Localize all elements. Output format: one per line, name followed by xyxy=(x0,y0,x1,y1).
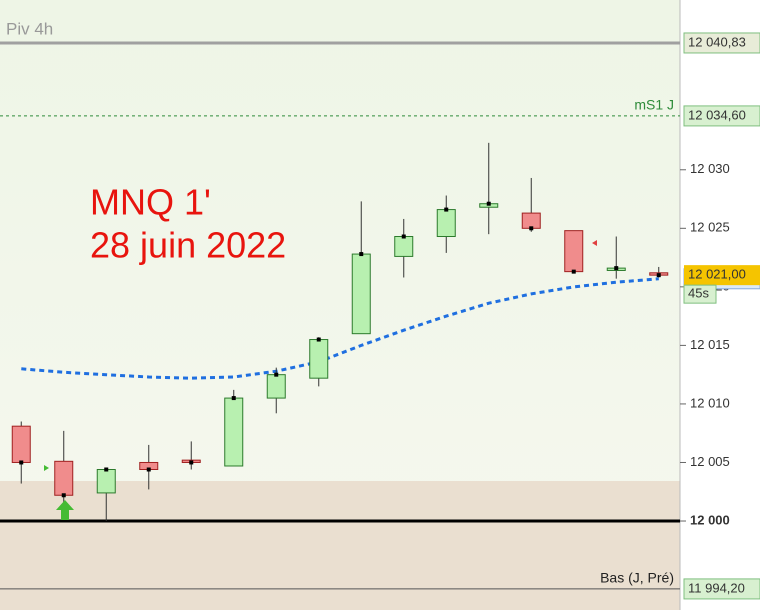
axis-panel xyxy=(680,0,760,610)
chart-title: MNQ 1' xyxy=(90,182,211,223)
close-dot xyxy=(571,269,576,274)
level-label: Bas (J, Pré) xyxy=(600,570,674,586)
marker xyxy=(592,240,597,246)
close-dot xyxy=(614,266,619,271)
buy-arrow xyxy=(56,500,74,520)
close-dot xyxy=(656,273,661,278)
price-label: 12 034,60 xyxy=(688,107,746,122)
candle-body xyxy=(351,253,371,335)
candle-body xyxy=(224,397,244,467)
candle-body xyxy=(309,339,329,379)
y-tick-label: 12 015 xyxy=(690,337,730,352)
timer-label: 45s xyxy=(688,286,709,301)
level-label: Piv 4h xyxy=(6,19,53,38)
y-tick-label: 12 030 xyxy=(690,161,730,176)
close-dot xyxy=(146,467,151,472)
price-label: 11 994,20 xyxy=(688,580,745,595)
moving-average xyxy=(21,277,659,380)
price-box xyxy=(683,578,760,600)
close-dot xyxy=(189,460,194,465)
close-dot xyxy=(359,252,364,257)
y-tick-label: 12 005 xyxy=(690,454,730,469)
timer-box xyxy=(683,284,717,304)
current-price-box xyxy=(684,265,760,286)
candle-body xyxy=(266,374,286,399)
candle-body xyxy=(54,460,74,496)
close-dot xyxy=(274,372,279,377)
close-dot xyxy=(316,337,321,342)
candle-body xyxy=(521,212,541,229)
close-dot xyxy=(61,493,66,498)
candle-body xyxy=(394,236,414,257)
close-dot xyxy=(104,467,109,472)
close-dot xyxy=(529,226,534,231)
current-price-label: 12 021,00 xyxy=(688,267,746,282)
y-tick-label: 12 010 xyxy=(690,395,730,410)
zone xyxy=(0,481,680,610)
price-label: 12 040,83 xyxy=(688,34,746,49)
y-tick-label: 12 000 xyxy=(690,512,730,527)
marker xyxy=(44,465,49,471)
close-dot xyxy=(231,396,236,401)
close-dot xyxy=(19,460,24,465)
close-dot xyxy=(444,207,449,212)
price-box xyxy=(683,105,760,127)
level-label: mS1 J xyxy=(634,97,674,113)
price-box xyxy=(683,32,760,54)
candle-body xyxy=(96,469,116,494)
candle-body xyxy=(11,425,31,463)
candle-body xyxy=(564,230,584,273)
candle-body xyxy=(436,209,456,238)
chart-subtitle: 28 juin 2022 xyxy=(90,225,286,266)
close-dot xyxy=(486,201,491,206)
close-dot xyxy=(401,234,406,239)
y-tick-label: 12 025 xyxy=(690,220,730,235)
